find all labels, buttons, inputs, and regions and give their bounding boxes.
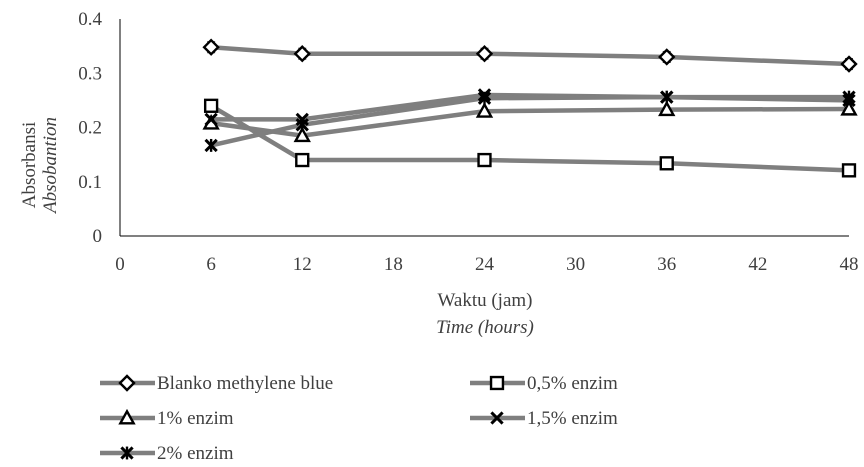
triangle-marker xyxy=(293,126,311,143)
star-marker xyxy=(120,446,134,460)
triangle-marker xyxy=(118,408,136,425)
x-marker xyxy=(204,112,218,127)
legend-label: 2% enzim xyxy=(157,443,234,464)
axes xyxy=(119,19,849,237)
series-layer xyxy=(202,38,858,178)
x-marker xyxy=(490,411,504,425)
legend-entry: 0,5% enzim xyxy=(470,373,618,394)
x-tick-label: 24 xyxy=(475,254,495,275)
x-tick-label: 12 xyxy=(293,254,312,275)
triangle-marker xyxy=(475,102,494,118)
y-tick-label: 0.2 xyxy=(78,118,102,139)
y-tick-label: 0 xyxy=(93,226,103,247)
legend: Blanko methylene blue 0,5% enzim 1% enzim 1… xyxy=(100,373,618,464)
legend-entry: 1% enzim xyxy=(100,408,234,429)
legend-label: Blanko methylene blue xyxy=(157,373,333,394)
series-markers-1 xyxy=(203,98,857,178)
square-marker xyxy=(659,156,674,171)
series-markers-0 xyxy=(202,38,858,73)
x-tick-label: 48 xyxy=(840,254,859,275)
y-tick-labels: 0 0.1 0.2 0.3 0.4 xyxy=(78,9,102,247)
x-marker-stroke xyxy=(204,112,218,127)
star-marker xyxy=(842,90,856,104)
y-tick-label: 0.4 xyxy=(78,9,102,30)
y-tick-label: 0.1 xyxy=(78,172,102,193)
diamond-marker xyxy=(840,55,858,73)
triangle-marker xyxy=(658,100,676,117)
legend-label: 0,5% enzim xyxy=(527,373,618,394)
star-marker xyxy=(660,90,674,104)
x-tick-labels: 0 6 12 18 24 30 36 42 48 xyxy=(115,254,858,275)
star-marker xyxy=(477,91,492,105)
x-axis-title: Waktu (jam) xyxy=(437,290,532,311)
legend-label: 1,5% enzim xyxy=(527,408,618,429)
triangle-marker xyxy=(840,99,858,116)
diamond-marker xyxy=(118,374,136,392)
legend-entry: 1,5% enzim xyxy=(470,408,618,429)
diamond-marker xyxy=(475,45,494,63)
x-tick-label: 30 xyxy=(566,254,585,275)
legend-entry: 2% enzim xyxy=(100,443,234,464)
square-marker xyxy=(489,375,505,391)
x-tick-label: 18 xyxy=(384,254,403,275)
square-marker xyxy=(203,98,219,113)
x-tick-label: 42 xyxy=(748,254,767,275)
x-marker-stroke xyxy=(490,411,504,425)
y-axis-title: Absorbansi xyxy=(19,122,40,209)
legend-label: 1% enzim xyxy=(157,408,234,429)
square-marker xyxy=(295,152,310,168)
x-axis-title-italic: Time (hours) xyxy=(436,317,534,338)
legend-entry: Blanko methylene blue xyxy=(100,373,333,394)
diamond-marker xyxy=(202,38,220,56)
square-marker xyxy=(477,152,492,168)
x-tick-label: 36 xyxy=(657,254,676,275)
x-tick-label: 6 xyxy=(206,254,216,275)
diamond-marker xyxy=(293,45,311,63)
square-marker xyxy=(841,163,857,178)
y-axis-title-italic: Absobantion xyxy=(40,117,61,215)
diamond-marker xyxy=(658,48,676,66)
y-tick-label: 0.3 xyxy=(78,63,102,84)
x-tick-label: 0 xyxy=(115,254,125,275)
star-marker xyxy=(295,118,309,132)
star-marker xyxy=(204,138,218,153)
series-markers-4 xyxy=(204,90,856,153)
